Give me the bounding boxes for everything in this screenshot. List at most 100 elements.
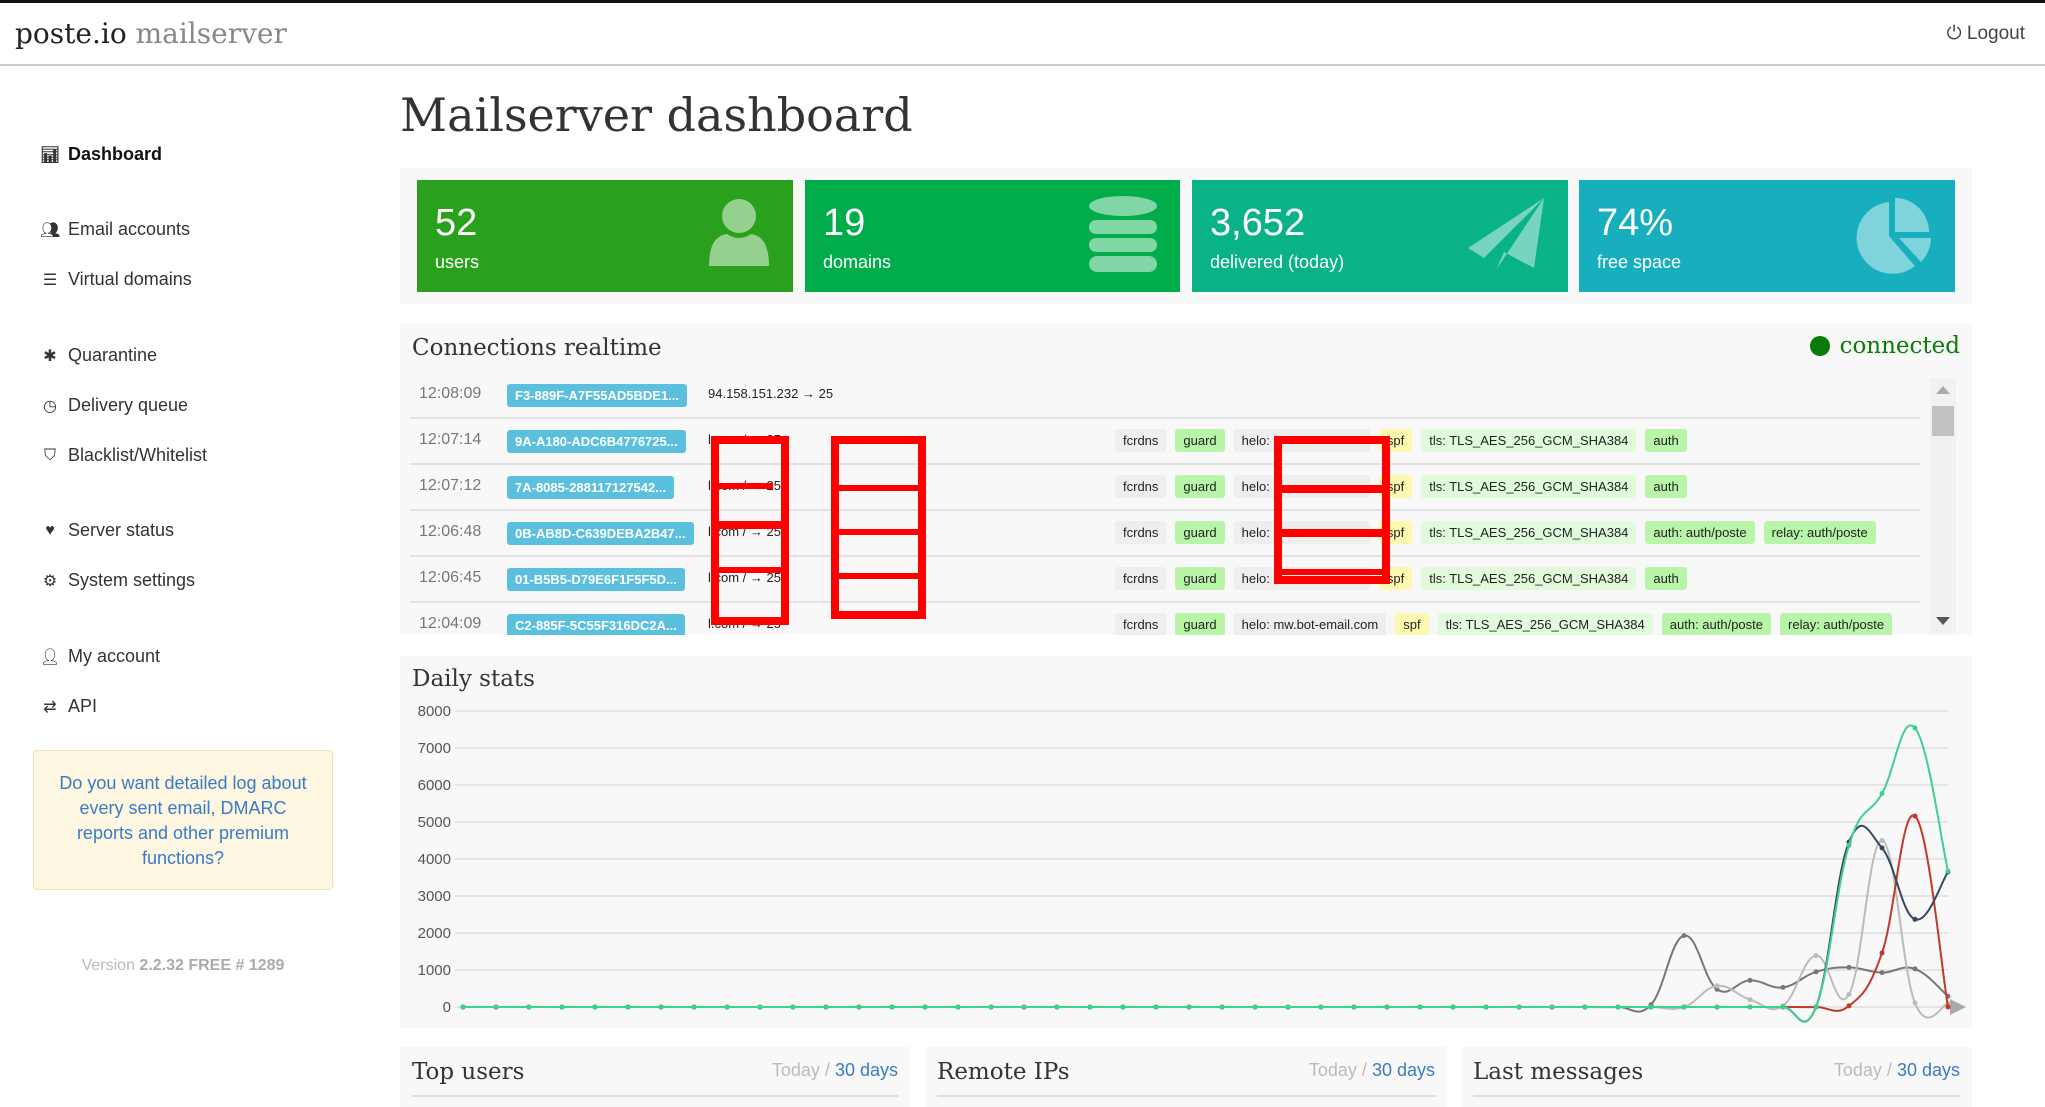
data-point [1021,1004,1027,1010]
premium-promo-link[interactable]: Do you want detailed log about every sen… [33,750,333,890]
data-point [1945,1004,1951,1010]
stat-card-domains[interactable]: 19 domains [805,180,1180,292]
data-point [1912,725,1918,731]
exchange-icon: ⇄ [43,698,57,716]
connection-status: connected [1809,333,1960,359]
message-id-badge[interactable]: 0B-AB8D-C639DEBA2B47... [507,522,694,545]
tag-guard: guard [1175,475,1225,498]
tag-fcrdns: fcrdns [1115,429,1167,452]
tag-tls: tls: TLS_AES_256_GCM_SHA384 [1421,521,1637,544]
version-number: 2.2.32 FREE # 1289 [139,957,285,974]
sidebar-item-delivery-queue[interactable]: ◷ Delivery queue [40,395,188,416]
scrollbar[interactable] [1930,378,1956,633]
logout-button[interactable]: ⏻ Logout [1947,23,2025,45]
bug-icon: ✱ [43,347,57,365]
data-point [1153,1004,1159,1010]
status-text: connected [1839,333,1960,359]
scroll-up-icon[interactable] [1936,386,1950,394]
sidebar-item-email-accounts[interactable]: 👥︎ Email accounts [40,219,190,240]
range-selector: Today / 30 days [1309,1060,1435,1081]
data-point [1615,1004,1621,1010]
sidebar-item-label: Server status [68,520,175,540]
sidebar-item-my-account[interactable]: 👤︎ My account [40,646,160,667]
range-selector: Today / 30 days [1834,1060,1960,1081]
connection-row[interactable]: 12:06:45 01-B5B5-D79E6F1F5F5D... l.com / →… [410,557,1920,603]
message-id-badge[interactable]: C2-885F-5C55F316DC2A... [507,614,685,635]
tag-auth: auth [1645,475,1687,498]
database-icon [1089,196,1157,272]
power-icon: ⏻ [1946,23,1962,44]
scroll-thumb[interactable] [1932,406,1954,436]
sidebar-item-api[interactable]: ⇄ API [40,696,97,717]
sidebar-item-virtual-domains[interactable]: ☰ Virtual domains [40,269,192,290]
y-tick-label: 2000 [418,925,451,942]
connection-row[interactable]: 12:07:12 7A-8085-288117127542... l.com / →… [410,465,1920,511]
data-point [1846,842,1852,848]
data-point [757,1004,763,1010]
y-tick-label: 8000 [418,703,451,720]
sidebar-item-blacklist[interactable]: ⛉ Blacklist/Whitelist [40,445,207,466]
range-30-days[interactable]: 30 days [1896,1060,1960,1080]
tag-guard: guard [1175,567,1225,590]
connection-row[interactable]: 12:08:09 F3-889F-A7F55AD5BDE1... 94.158.15… [410,373,1920,419]
series-line [462,724,1949,1023]
message-id-badge[interactable]: 7A-8085-288117127542... [507,476,675,499]
stat-card-free-space[interactable]: 74% free space [1579,180,1955,292]
user-icon [709,199,769,266]
data-point [856,1004,862,1010]
tag-guard: guard [1175,613,1225,635]
connection-row[interactable]: 12:07:14 9A-A180-ADC6B4776725... l.com / →… [410,419,1920,465]
data-point [1780,984,1786,990]
data-point [1483,1004,1489,1010]
data-point [1516,1004,1522,1010]
brand-logo[interactable]: poste.io mailserver [15,17,287,50]
sidebar-item-system-settings[interactable]: ⚙ System settings [40,570,195,591]
data-point [1846,964,1852,970]
message-id-badge[interactable]: 01-B5B5-D79E6F1F5F5D... [507,568,685,591]
stat-value: 3,652 [1210,202,1306,244]
tag-tls: tls: TLS_AES_256_GCM_SHA384 [1421,475,1637,498]
sidebar-item-quarantine[interactable]: ✱ Quarantine [40,345,157,366]
data-point [724,1004,730,1010]
sidebar-item-label: API [68,696,98,716]
connection-row[interactable]: 12:06:48 0B-AB8D-C639DEBA2B47... l.com / →… [410,511,1920,557]
stat-card-users[interactable]: 52 users [417,180,793,292]
sidebar-item-server-status[interactable]: ♥ Server status [40,520,174,541]
connection-row[interactable]: 12:04:09 C2-885F-5C55F316DC2A... l.com / →… [410,603,1920,635]
stat-card-delivered[interactable]: 3,652 delivered (today) [1192,180,1568,292]
range-today[interactable]: Today [1833,1060,1882,1080]
logout-label: Logout [1966,23,2025,44]
sidebar-item-dashboard[interactable]: 📊︎ Dashboard [40,144,162,165]
data-point [1120,1004,1126,1010]
tag-auth: auth: auth/poste [1661,613,1772,635]
message-id-badge[interactable]: F3-889F-A7F55AD5BDE1... [507,384,687,407]
tag-fcrdns: fcrdns [1115,475,1167,498]
range-sep: / [1361,1060,1367,1080]
connection-time: 12:07:14 [419,431,482,448]
tag-relay: relay: auth/poste [1780,613,1893,635]
range-30-days[interactable]: 30 days [834,1060,898,1080]
data-point [1912,1000,1918,1006]
scroll-down-icon[interactable] [1936,617,1950,625]
user-icon: 👤︎ [40,648,61,666]
page-title: Mailserver dashboard [400,88,913,142]
stat-value: 19 [823,202,866,244]
range-30-days[interactable]: 30 days [1371,1060,1435,1080]
data-point [1747,977,1753,983]
connections-list: 12:08:09 F3-889F-A7F55AD5BDE1... 94.158.15… [410,373,1920,635]
range-today[interactable]: Today [1308,1060,1357,1080]
data-point [1549,1004,1555,1010]
tag-tls: tls: TLS_AES_256_GCM_SHA384 [1421,429,1637,452]
data-point [1912,966,1918,972]
tag-guard: guard [1175,521,1225,544]
message-id-badge[interactable]: 9A-A180-ADC6B4776725... [507,430,686,453]
tag-tls: tls: TLS_AES_256_GCM_SHA384 [1421,567,1637,590]
series-line [462,934,1949,1013]
divider [937,1095,1435,1097]
connection-tags: fcrdns guard helo: mw.bot-email.com spf tls:… [1115,613,1893,635]
status-dot-icon [1809,336,1830,356]
tag-spf: spf [1395,613,1429,635]
range-today[interactable]: Today [771,1060,820,1080]
data-point [1714,983,1720,989]
data-point [1714,1004,1720,1010]
